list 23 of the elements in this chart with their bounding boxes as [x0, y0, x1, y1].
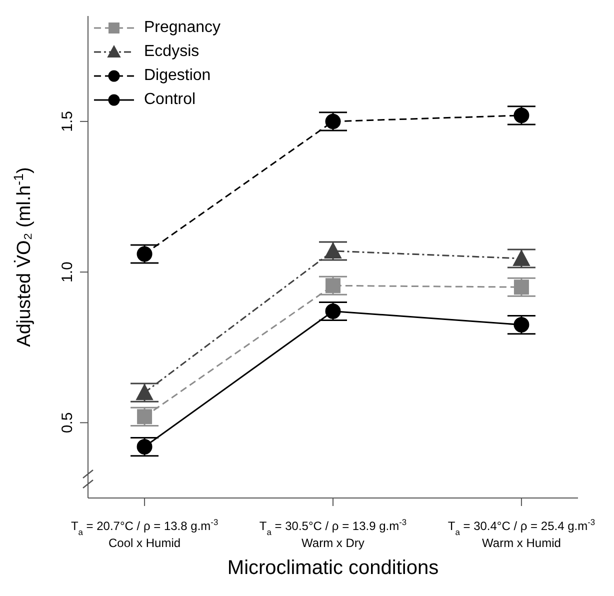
point — [136, 439, 152, 455]
legend-label: Control — [144, 90, 196, 110]
legend-label: Pregnancy — [144, 18, 220, 38]
x-axis-title: Microclimatic conditions — [227, 557, 439, 579]
point — [514, 108, 530, 124]
y-tick-label: 1.5 — [59, 111, 76, 132]
legend-label: Digestion — [144, 66, 211, 86]
point — [326, 278, 340, 294]
point — [325, 114, 341, 130]
category-label: T$_{a}$ = 30.4°C / ρ = 25.4 g.m$^{-3}$ Warm x Humid — [448, 517, 596, 550]
point — [137, 409, 152, 424]
point — [136, 384, 154, 400]
legend-label: Ecdysis — [144, 42, 200, 62]
point — [512, 250, 530, 266]
y-tick-label: 1.0 — [59, 262, 76, 282]
point — [514, 317, 530, 333]
point — [324, 242, 342, 258]
category-label: T$_{a}$ = 20.7°C / ρ = 13.8 g.m$^{-3}$ Cool x Humid — [70, 517, 218, 550]
point — [514, 280, 529, 295]
point — [136, 246, 152, 262]
category-label: T$_{a}$ = 30.5°C / ρ = 13.9 g.m$^{-3}$ Warm x Dry — [259, 517, 407, 550]
y-tick-label: 0.5 — [59, 412, 76, 434]
point — [325, 303, 341, 319]
